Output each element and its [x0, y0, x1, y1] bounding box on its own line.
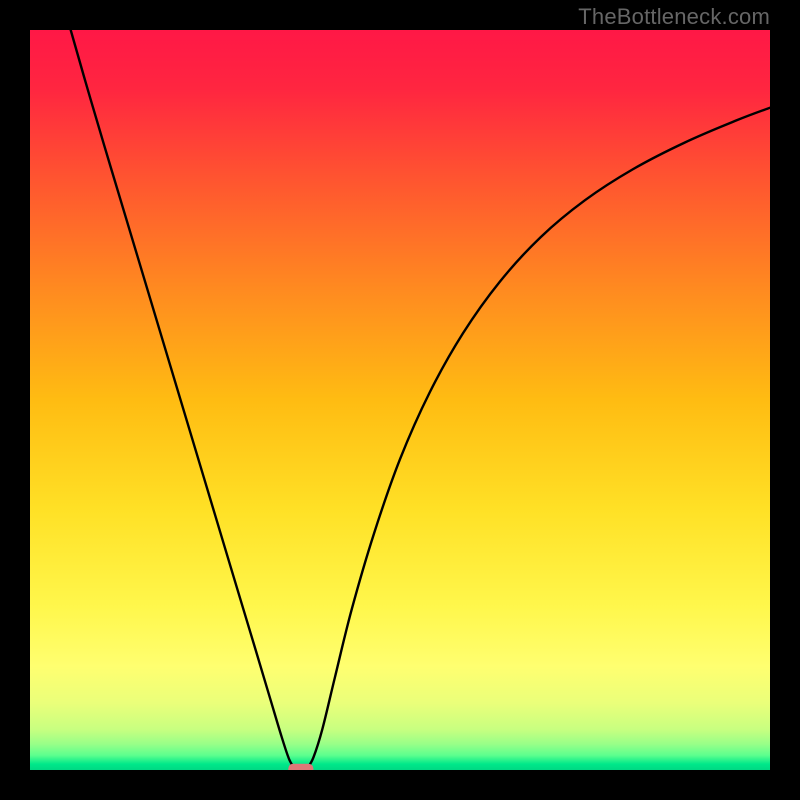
plot-svg	[30, 30, 770, 770]
plot-background	[30, 30, 770, 770]
minimum-marker	[288, 764, 313, 770]
watermark-text: TheBottleneck.com	[578, 4, 770, 30]
plot-area	[30, 30, 770, 770]
